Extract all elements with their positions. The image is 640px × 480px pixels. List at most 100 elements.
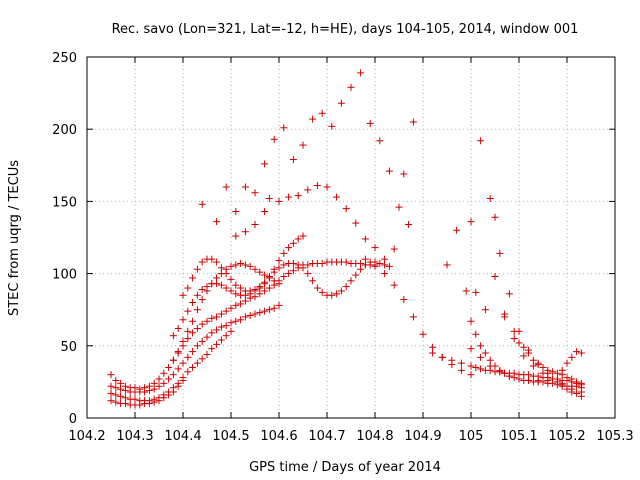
data-point: [222, 307, 230, 315]
data-point: [505, 290, 513, 298]
data-point: [165, 363, 173, 371]
data-point: [472, 288, 480, 296]
data-point: [227, 327, 235, 335]
series-track-evening-6: [515, 327, 585, 400]
data-point: [510, 335, 518, 343]
data-point: [232, 301, 240, 309]
data-point: [467, 317, 475, 325]
data-point: [189, 329, 197, 337]
data-point: [112, 398, 120, 406]
data-point: [467, 218, 475, 226]
data-point: [481, 349, 489, 357]
data-point: [472, 330, 480, 338]
data-point: [141, 384, 149, 392]
data-point: [525, 346, 533, 354]
series-track-rise-1: [107, 301, 283, 396]
data-point: [237, 284, 245, 292]
data-point: [184, 284, 192, 292]
data-point: [208, 280, 216, 288]
data-point: [222, 183, 230, 191]
data-point: [352, 219, 360, 227]
data-point: [227, 319, 235, 327]
data-point: [198, 355, 206, 363]
data-point: [107, 382, 115, 390]
data-point: [558, 382, 566, 390]
data-point: [217, 336, 225, 344]
data-point: [222, 284, 230, 292]
data-point: [184, 335, 192, 343]
data-point: [193, 291, 201, 299]
data-point: [189, 298, 197, 306]
data-point: [265, 284, 273, 292]
data-point: [169, 371, 177, 379]
data-point: [237, 300, 245, 308]
data-point: [467, 371, 475, 379]
axis-ticks: [86, 56, 616, 419]
data-point: [333, 290, 341, 298]
data-point: [131, 384, 139, 392]
data-point: [347, 83, 355, 91]
series-track-peak-b: [232, 118, 417, 263]
data-point: [275, 264, 283, 272]
data-point: [385, 167, 393, 175]
data-point: [294, 192, 302, 200]
data-point: [285, 270, 293, 278]
data-point: [309, 277, 317, 285]
data-point: [150, 379, 158, 387]
data-point: [198, 285, 206, 293]
data-point: [198, 258, 206, 266]
data-point: [246, 287, 254, 295]
data-point: [481, 306, 489, 314]
data-point: [217, 310, 225, 318]
data-point: [160, 391, 168, 399]
data-point: [222, 322, 230, 330]
data-point: [227, 275, 235, 283]
data-point: [203, 350, 211, 358]
data-point: [246, 311, 254, 319]
data-point: [165, 388, 173, 396]
data-point: [184, 368, 192, 376]
data-point: [241, 183, 249, 191]
data-point: [179, 291, 187, 299]
data-point: [299, 264, 307, 272]
data-point: [285, 244, 293, 252]
data-point: [169, 332, 177, 340]
data-point: [280, 272, 288, 280]
data-point: [203, 333, 211, 341]
data-point: [577, 392, 585, 400]
series-track-plateau: [169, 258, 393, 340]
data-point: [112, 391, 120, 399]
series-track-rise-2: [107, 258, 379, 393]
data-point: [371, 261, 379, 269]
data-point: [501, 313, 509, 321]
data-point: [462, 287, 470, 295]
data-point: [510, 374, 518, 382]
data-point: [261, 307, 269, 315]
data-point: [563, 359, 571, 367]
data-point: [227, 304, 235, 312]
data-point: [256, 268, 264, 276]
data-point: [184, 327, 192, 335]
data-point: [198, 296, 206, 304]
data-point: [189, 317, 197, 325]
y-axis-label: STEC from uqrg / TECUs: [7, 160, 22, 316]
data-point: [285, 193, 293, 201]
data-point: [304, 270, 312, 278]
x-axis-label: GPS time / Days of year 2014: [249, 460, 441, 475]
x-tick-label: 104.4: [164, 429, 201, 444]
data-point: [477, 342, 485, 350]
data-point: [165, 375, 173, 383]
data-point: [232, 261, 240, 269]
data-point: [174, 324, 182, 332]
data-point: [429, 349, 437, 357]
data-point: [213, 313, 221, 321]
series-track-decline: [361, 255, 475, 379]
data-point: [227, 262, 235, 270]
data-point: [251, 189, 259, 197]
data-point: [193, 265, 201, 273]
data-point: [213, 218, 221, 226]
data-point: [395, 203, 403, 211]
data-point: [270, 304, 278, 312]
y-tick-labels: 0 50 100 150 200 250: [52, 51, 77, 427]
data-point: [179, 316, 187, 324]
